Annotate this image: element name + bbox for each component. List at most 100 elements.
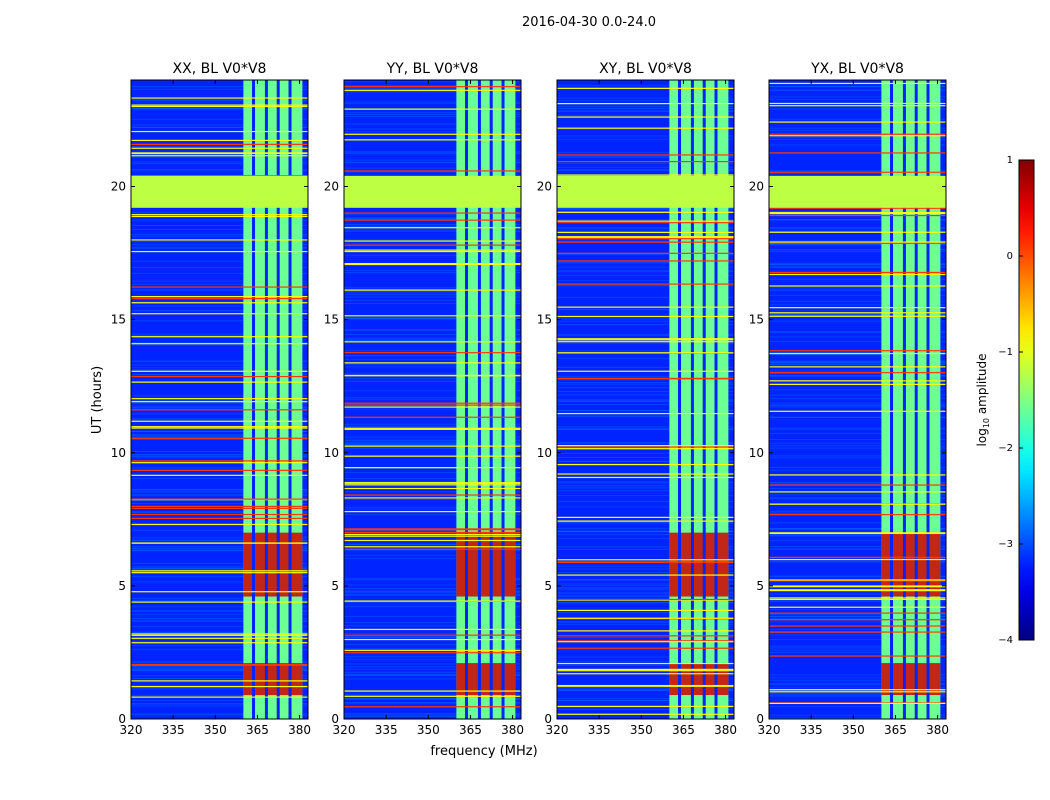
noise-streak	[769, 498, 946, 500]
noise-streak	[769, 608, 946, 610]
noise-streak	[557, 227, 734, 228]
noise-streak	[769, 593, 946, 595]
x-tick-label: 320	[546, 723, 569, 737]
rfi-line	[557, 315, 734, 318]
rfi-line	[344, 533, 521, 536]
rfi-line	[344, 539, 521, 542]
rfi-line	[557, 236, 734, 238]
noise-streak	[131, 225, 308, 226]
rfi-line	[557, 713, 734, 715]
colorbar-tick-label: 1	[1007, 155, 1013, 166]
rfi-line	[131, 680, 308, 682]
noise-streak	[344, 81, 521, 83]
rfi-line	[769, 212, 946, 215]
noise-streak	[344, 287, 521, 289]
noise-streak	[344, 363, 521, 365]
rfi-line	[131, 633, 308, 635]
rfi-line	[769, 556, 946, 558]
noise-streak	[131, 581, 308, 583]
noise-streak	[344, 514, 521, 515]
noise-streak	[769, 717, 946, 719]
rfi-line	[769, 612, 946, 614]
noise-streak	[557, 394, 734, 396]
colorbar-gradient	[1018, 159, 1035, 641]
noise-streak	[557, 452, 734, 454]
noise-streak	[131, 367, 308, 369]
panel-frame	[556, 79, 735, 720]
panel-frame	[768, 79, 947, 720]
noise-streak	[344, 592, 521, 594]
y-tick-label: 10	[111, 446, 126, 460]
noise-streak	[131, 431, 308, 433]
noise-streak	[131, 305, 308, 307]
noise-streak	[557, 538, 734, 540]
rfi-line	[344, 227, 521, 229]
noise-streak	[344, 508, 521, 510]
noise-streak	[344, 588, 521, 589]
rfi-line	[344, 244, 521, 246]
noise-streak	[769, 714, 946, 716]
noise-streak	[344, 530, 521, 531]
noise-streak	[557, 700, 734, 701]
noise-streak	[131, 477, 308, 479]
rfi-line	[344, 497, 521, 499]
noise-streak	[557, 624, 734, 626]
noise-streak	[131, 360, 308, 362]
y-tick-label: 15	[749, 313, 764, 327]
noise-streak	[769, 455, 946, 457]
noise-streak	[557, 482, 734, 484]
noise-streak	[131, 451, 308, 452]
rfi-line	[557, 599, 734, 601]
y-tick-label: 20	[749, 180, 764, 194]
noise-streak	[344, 621, 521, 623]
noise-streak	[344, 666, 521, 668]
rfi-line	[557, 640, 734, 642]
noise-streak	[131, 606, 308, 608]
noise-streak	[769, 278, 946, 280]
rfi-line	[344, 89, 521, 91]
noise-streak	[557, 447, 734, 449]
noise-streak	[557, 587, 734, 589]
rfi-line	[344, 531, 521, 533]
noise-streak	[344, 87, 521, 89]
noise-streak	[557, 399, 734, 401]
noise-streak	[557, 387, 734, 389]
flagged-rows	[131, 175, 308, 208]
noise-streak	[769, 263, 946, 265]
noise-streak	[131, 563, 308, 564]
noise-streak	[344, 337, 521, 339]
y-tick-label: 5	[544, 579, 552, 593]
rfi-line	[131, 343, 308, 345]
noise-streak	[557, 357, 734, 359]
rfi-line	[769, 307, 946, 309]
noise-streak	[769, 127, 946, 129]
noise-streak	[344, 107, 521, 109]
noise-streak	[131, 668, 308, 670]
noise-streak	[557, 335, 734, 337]
rfi-line	[131, 523, 308, 526]
noise-streak	[557, 481, 734, 483]
x-tick-label: 335	[162, 723, 185, 737]
rfi-line	[131, 634, 308, 636]
noise-streak	[557, 426, 734, 428]
y-tick-label: 20	[111, 180, 126, 194]
rfi-line	[131, 437, 308, 439]
noise-streak	[769, 244, 946, 246]
noise-streak	[557, 100, 734, 102]
noise-streak	[557, 621, 734, 623]
noise-streak	[344, 536, 521, 538]
noise-streak	[344, 690, 521, 691]
rfi-line	[769, 532, 946, 534]
noise-streak	[557, 568, 734, 570]
noise-streak	[344, 159, 521, 161]
noise-streak	[769, 173, 946, 175]
rfi-line	[131, 302, 308, 304]
x-tick-label: 380	[926, 723, 949, 737]
noise-streak	[769, 313, 946, 315]
noise-streak	[344, 648, 521, 649]
noise-streak	[131, 575, 308, 577]
noise-streak	[131, 273, 308, 274]
noise-streak	[344, 498, 521, 500]
noise-streak	[769, 560, 946, 562]
noise-streak	[557, 162, 734, 164]
